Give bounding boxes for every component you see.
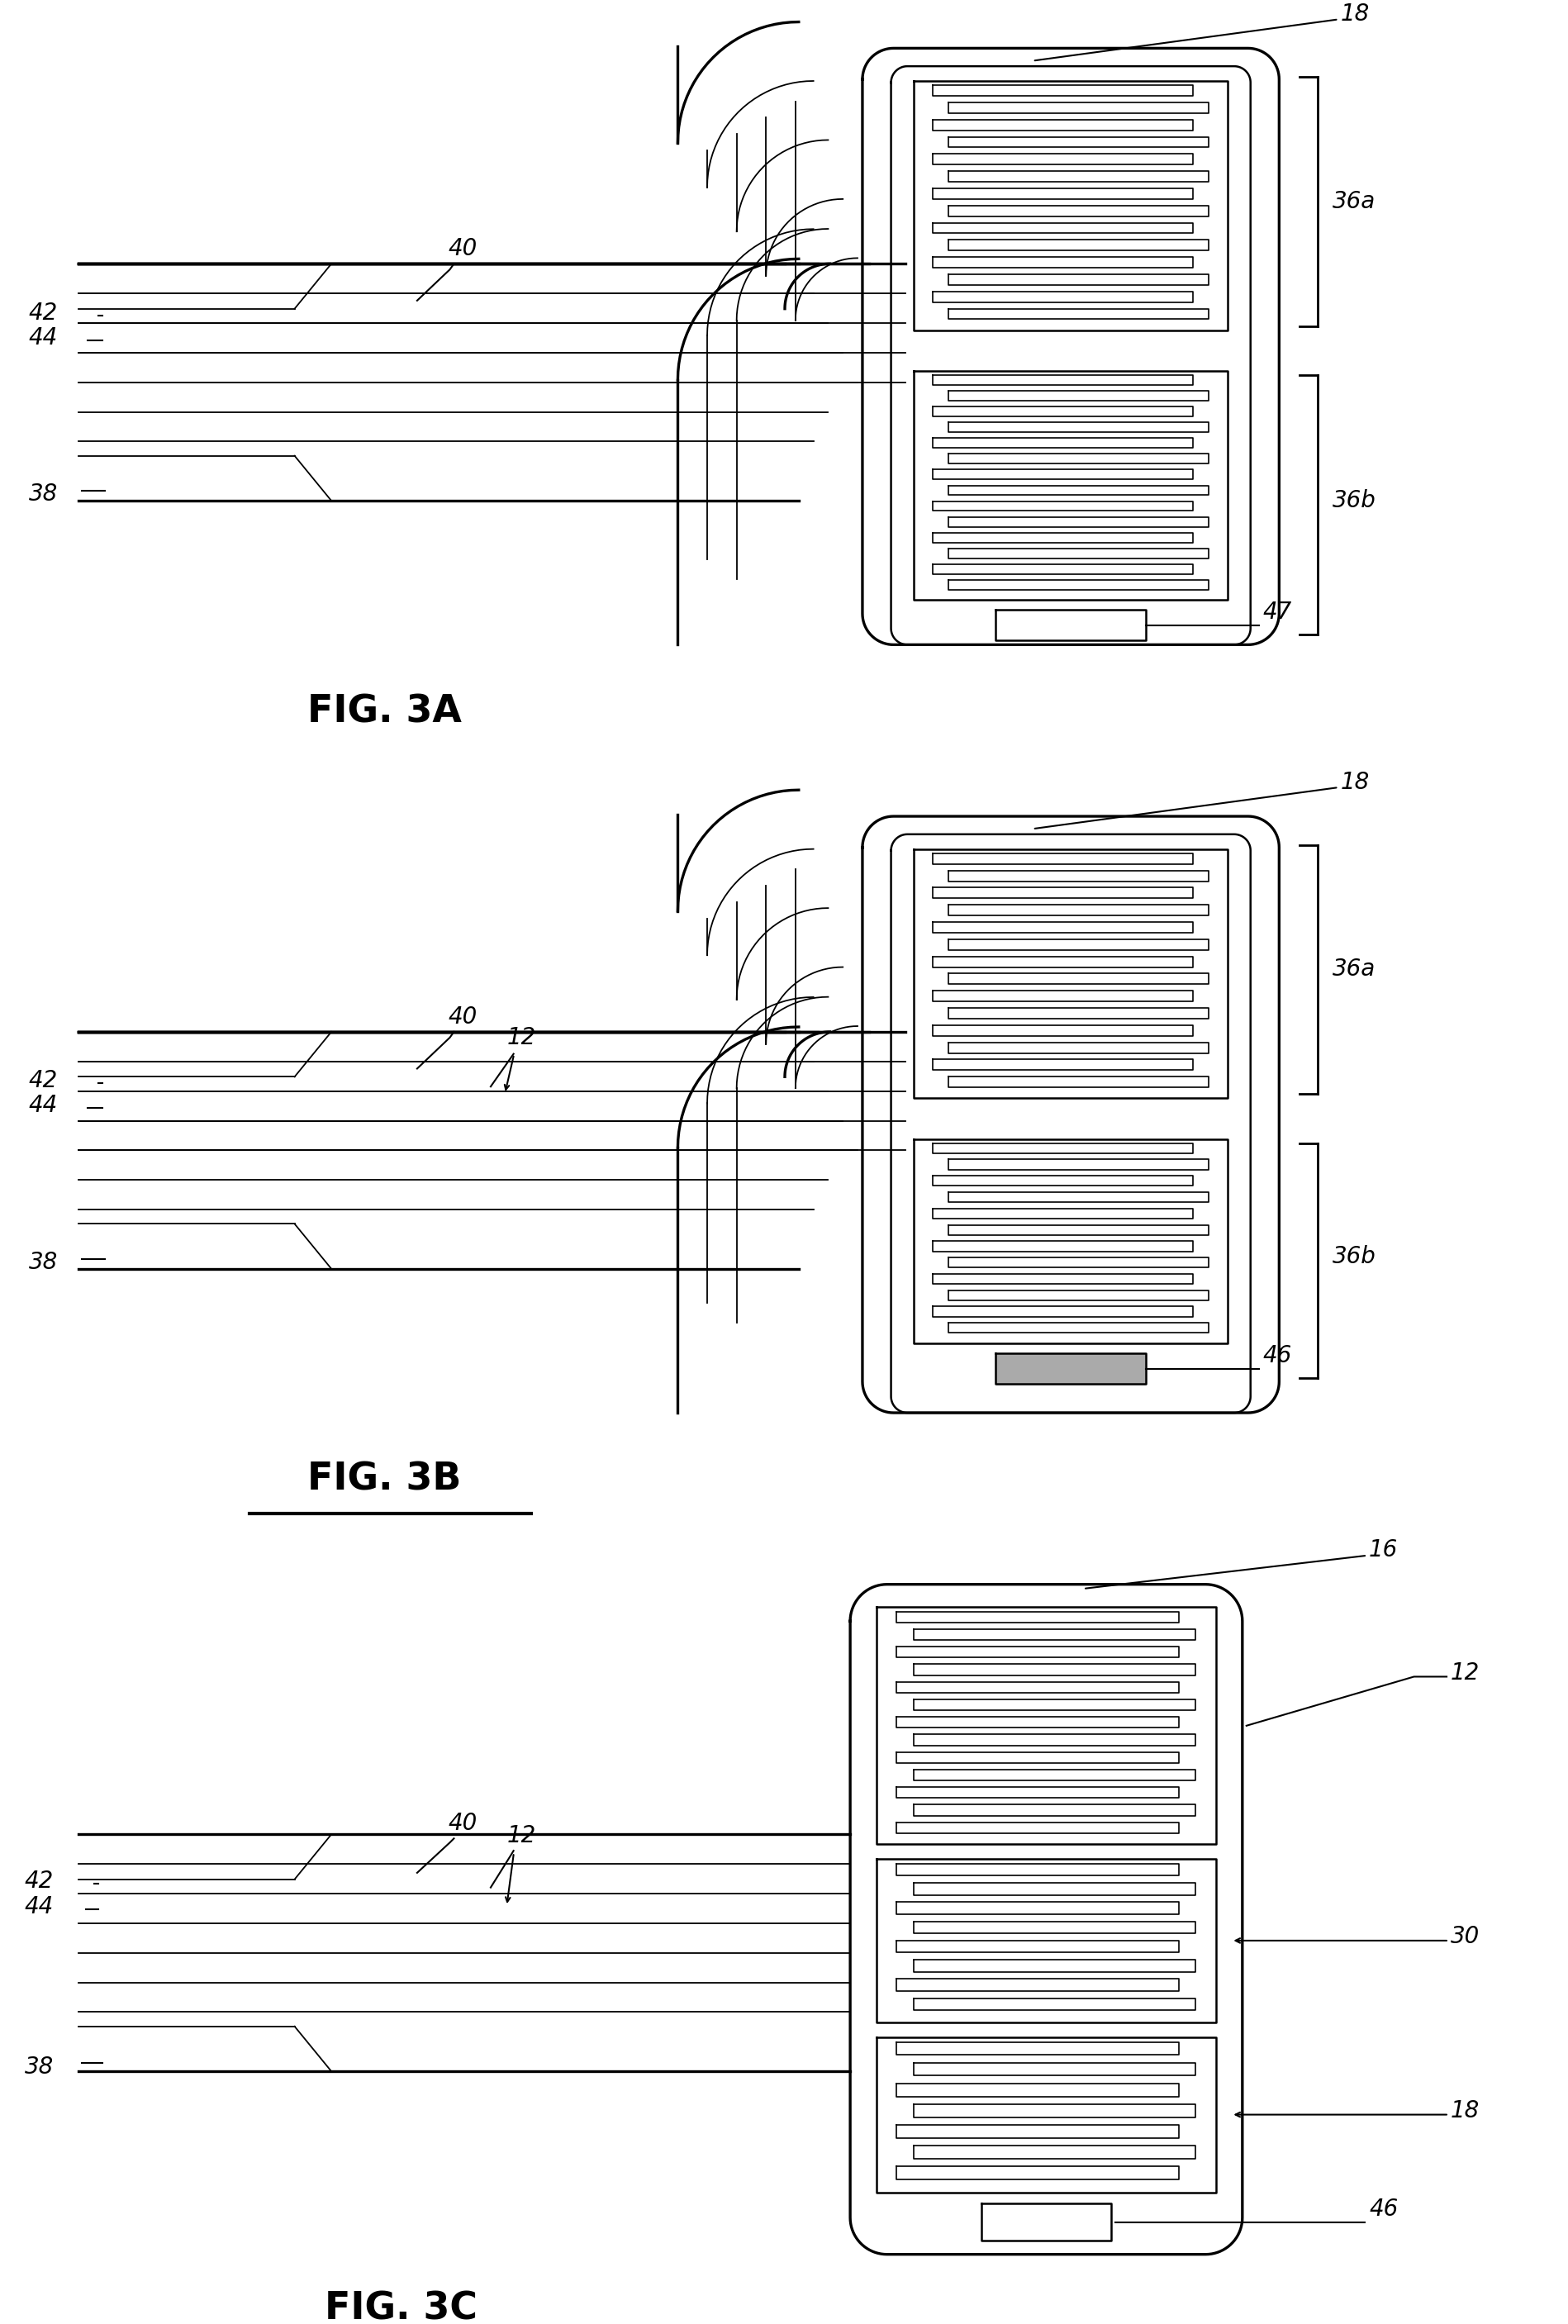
Text: 42: 42 bbox=[25, 1868, 53, 1892]
Text: FIG. 3B: FIG. 3B bbox=[307, 1462, 461, 1499]
Text: 40: 40 bbox=[448, 237, 477, 260]
Text: 38: 38 bbox=[25, 2057, 53, 2078]
Text: 12: 12 bbox=[506, 1824, 536, 1848]
Text: 44: 44 bbox=[25, 1894, 53, 1917]
Text: 36b: 36b bbox=[1333, 1246, 1377, 1269]
Text: 44: 44 bbox=[28, 325, 58, 349]
Text: 18: 18 bbox=[1341, 2, 1369, 26]
Text: 36b: 36b bbox=[1333, 490, 1377, 514]
Text: 36a: 36a bbox=[1333, 957, 1375, 981]
Text: 44: 44 bbox=[28, 1095, 58, 1118]
Text: 46: 46 bbox=[1262, 1343, 1292, 1367]
Text: 12: 12 bbox=[506, 1025, 536, 1048]
Text: 42: 42 bbox=[28, 1069, 58, 1092]
Text: 12: 12 bbox=[1450, 1662, 1480, 1685]
Text: 38: 38 bbox=[28, 483, 58, 507]
Text: 40: 40 bbox=[448, 1813, 477, 1836]
Text: FIG. 3C: FIG. 3C bbox=[325, 2291, 477, 2324]
Text: FIG. 3A: FIG. 3A bbox=[307, 693, 461, 730]
Text: 16: 16 bbox=[1369, 1538, 1399, 1562]
Text: 42: 42 bbox=[28, 302, 58, 325]
Text: 30: 30 bbox=[1450, 1924, 1480, 1948]
Text: 38: 38 bbox=[28, 1250, 58, 1274]
Text: 36a: 36a bbox=[1333, 191, 1375, 214]
Text: 18: 18 bbox=[1450, 2099, 1480, 2122]
Text: 18: 18 bbox=[1341, 772, 1369, 792]
Text: 46: 46 bbox=[1369, 2199, 1399, 2219]
Polygon shape bbox=[996, 1353, 1146, 1385]
Text: 47: 47 bbox=[1262, 600, 1292, 623]
Text: 40: 40 bbox=[448, 1006, 477, 1030]
